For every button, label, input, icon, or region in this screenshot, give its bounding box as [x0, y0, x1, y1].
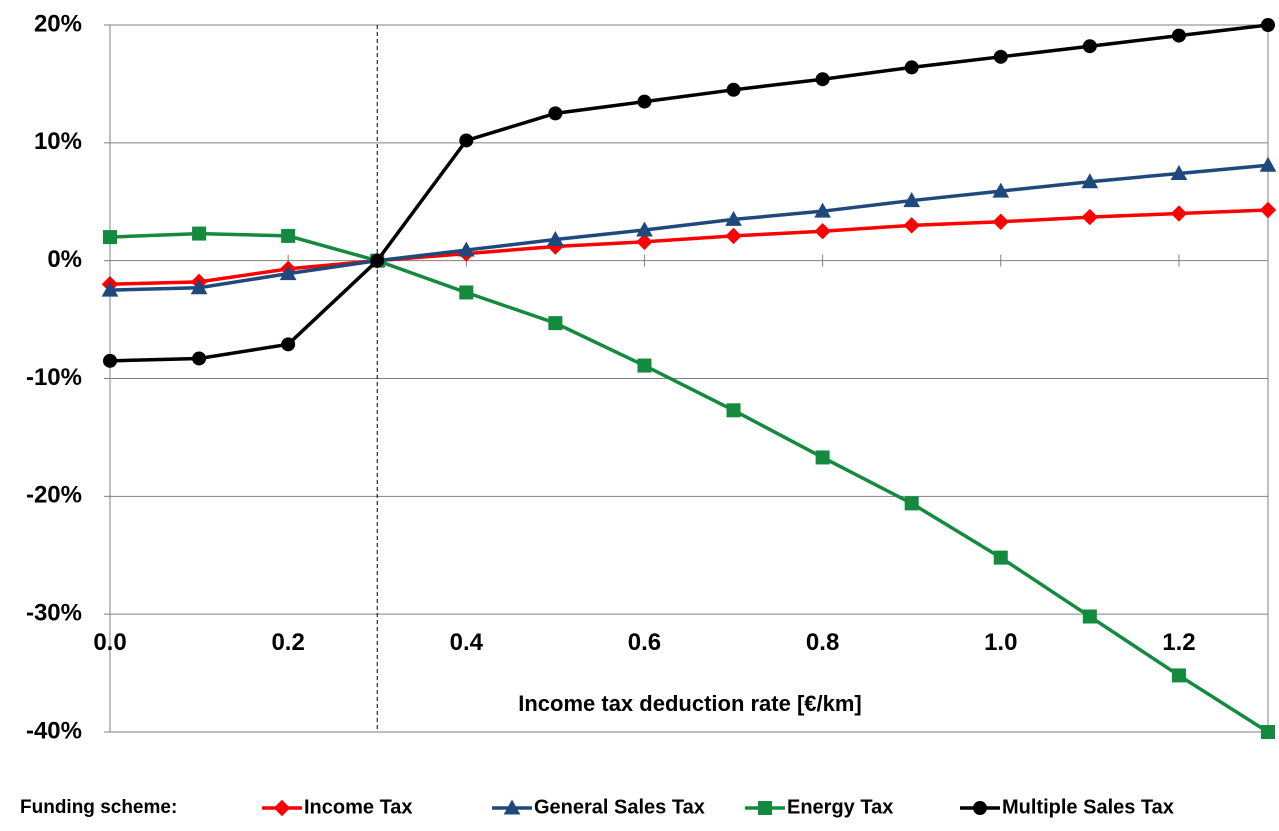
marker [903, 192, 921, 208]
marker [1082, 39, 1097, 54]
x-tick-label: 0.8 [806, 629, 839, 656]
marker [636, 233, 653, 251]
marker [637, 94, 652, 109]
marker [459, 285, 474, 300]
marker [548, 106, 563, 121]
marker [548, 316, 563, 331]
marker [992, 213, 1009, 230]
legend-marker [273, 799, 291, 817]
marker [1170, 164, 1188, 180]
marker [1081, 208, 1099, 226]
marker [1170, 205, 1188, 222]
y-tick-label: -10% [26, 364, 82, 391]
y-tick-label: -30% [26, 600, 82, 627]
marker [103, 230, 117, 245]
marker [101, 281, 119, 297]
marker [1259, 156, 1277, 172]
legend-marker [503, 799, 521, 815]
marker [1261, 18, 1275, 32]
marker [636, 221, 653, 237]
x-axis-label: Income tax deduction rate [€/km] [518, 691, 862, 716]
marker [814, 202, 831, 218]
marker [815, 450, 830, 465]
marker [637, 358, 652, 373]
y-tick-label: 20% [34, 10, 82, 37]
y-tick-label: -20% [26, 482, 82, 509]
x-tick-label: 1.0 [984, 629, 1017, 656]
marker [457, 241, 475, 257]
marker [370, 253, 385, 268]
marker [1261, 725, 1275, 739]
y-tick-label: 10% [34, 128, 82, 155]
series-line [109, 23, 1269, 363]
marker [993, 49, 1008, 64]
marker [547, 230, 564, 246]
marker [1081, 173, 1099, 189]
x-tick-label: 0.2 [271, 629, 304, 656]
x-tick-label: 0.4 [450, 629, 484, 656]
marker [726, 403, 741, 418]
marker [192, 351, 207, 366]
marker [903, 217, 920, 234]
legend-label: Income Tax [304, 796, 413, 818]
marker [1259, 201, 1277, 219]
marker [1082, 609, 1097, 624]
marker [814, 223, 831, 240]
series-line [109, 163, 1269, 292]
legend-marker [758, 801, 772, 815]
marker [279, 265, 297, 281]
legend-label: General Sales Tax [534, 796, 705, 818]
marker [725, 210, 742, 226]
marker [992, 182, 1010, 198]
legend-label: Energy Tax [787, 796, 893, 818]
marker [190, 279, 208, 295]
x-tick-label: 0.0 [93, 629, 126, 656]
marker [459, 133, 474, 148]
marker [192, 226, 207, 241]
marker [726, 82, 741, 97]
legend-marker [973, 801, 987, 815]
plot-frame [109, 24, 1269, 733]
series-line [109, 231, 1269, 734]
x-tick-label: 1.2 [1162, 629, 1195, 656]
marker [1171, 28, 1186, 43]
series-line [109, 208, 1269, 286]
marker [815, 72, 830, 87]
legend-title: Funding scheme: [20, 797, 177, 818]
marker [993, 550, 1008, 565]
marker [904, 496, 919, 511]
marker [725, 227, 742, 245]
marker [281, 337, 296, 352]
legend-label: Multiple Sales Tax [1002, 796, 1174, 818]
y-tick-label: -40% [26, 717, 82, 744]
marker [103, 353, 117, 368]
marker [1171, 668, 1186, 683]
marker [281, 228, 296, 243]
x-tick-label: 0.6 [628, 629, 661, 656]
y-tick-label: 0% [47, 246, 82, 273]
marker [904, 60, 919, 75]
